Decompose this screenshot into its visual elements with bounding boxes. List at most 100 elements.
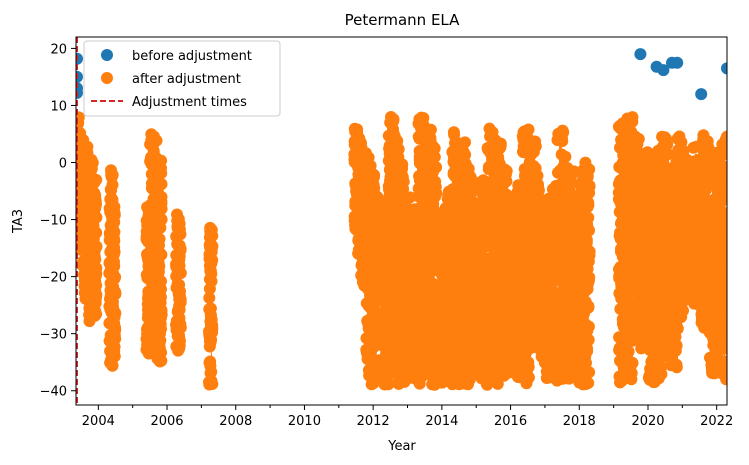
after-adjustment-point xyxy=(154,221,167,234)
after-adjustment-point xyxy=(397,175,410,188)
after-adjustment-point xyxy=(474,245,487,258)
after-adjustment-point xyxy=(203,303,216,315)
after-adjustment-point xyxy=(105,184,118,197)
after-adjustment-point xyxy=(580,356,592,369)
after-adjustment-point xyxy=(384,116,397,129)
after-adjustment-point xyxy=(674,140,687,153)
after-adjustment-point xyxy=(531,169,544,182)
after-adjustment-point xyxy=(203,378,216,391)
after-adjustment-point xyxy=(173,253,186,266)
after-adjustment-point xyxy=(204,250,216,263)
after-adjustment-band xyxy=(578,156,596,390)
after-adjustment-point xyxy=(154,327,166,340)
after-adjustment-point xyxy=(621,112,634,125)
after-adjustment-point xyxy=(631,138,644,151)
after-adjustment-point xyxy=(428,151,441,163)
after-adjustment-point xyxy=(633,148,646,161)
after-adjustment-point xyxy=(107,256,120,269)
after-adjustment-point xyxy=(85,162,98,175)
after-adjustment-point xyxy=(620,366,633,378)
after-adjustment-point xyxy=(391,134,404,147)
after-adjustment-point xyxy=(203,340,216,353)
after-adjustment-point xyxy=(203,273,216,286)
after-adjustment-point xyxy=(670,358,683,371)
after-adjustment-point xyxy=(174,318,187,330)
after-adjustment-point xyxy=(494,137,507,150)
after-adjustment-point xyxy=(107,231,120,243)
after-adjustment-band xyxy=(87,173,103,322)
after-adjustment-point xyxy=(659,146,671,159)
after-adjustment-point xyxy=(153,239,165,252)
after-adjustment-point xyxy=(203,291,216,304)
after-adjustment-point xyxy=(153,283,166,296)
after-adjustment-point xyxy=(151,256,164,269)
after-adjustment-point xyxy=(660,132,673,145)
after-adjustment-point xyxy=(582,224,595,237)
after-adjustment-point xyxy=(481,378,494,391)
after-adjustment-point xyxy=(613,263,625,276)
after-adjustment-point xyxy=(108,207,121,219)
after-adjustment-point xyxy=(425,169,438,182)
after-adjustment-point xyxy=(89,243,102,255)
after-adjustment-point xyxy=(556,135,569,148)
after-adjustment-point xyxy=(108,306,121,319)
after-adjustment-point xyxy=(206,229,219,242)
after-adjustment-point xyxy=(108,318,121,331)
after-adjustment-band xyxy=(170,208,187,357)
after-adjustment-point xyxy=(150,134,163,147)
after-adjustment-point xyxy=(461,171,474,184)
after-adjustment-point xyxy=(582,320,595,333)
after-adjustment-point xyxy=(582,211,595,224)
after-adjustment-point xyxy=(204,264,217,277)
after-adjustment-point xyxy=(89,307,102,320)
after-adjustment-point xyxy=(173,303,186,316)
after-adjustment-point xyxy=(520,377,533,390)
after-adjustment-band xyxy=(203,221,219,391)
after-adjustment-point xyxy=(524,140,536,153)
after-adjustment-point xyxy=(582,255,595,268)
chart-title: Petermann ELA xyxy=(345,11,461,29)
after-adjustment-point xyxy=(583,179,596,192)
after-adjustment-point xyxy=(109,271,122,284)
after-adjustment-point xyxy=(88,224,101,237)
after-adjustment-point xyxy=(88,275,101,288)
after-adjustment-point xyxy=(672,308,685,320)
after-adjustment-point xyxy=(151,313,164,326)
after-adjustment-point xyxy=(446,296,459,309)
after-adjustment-point xyxy=(173,285,186,298)
after-adjustment-point xyxy=(559,150,572,163)
after-adjustment-band xyxy=(150,154,168,368)
after-adjustment-point xyxy=(78,142,91,155)
after-adjustment-point xyxy=(108,343,120,356)
after-adjustment-point xyxy=(367,171,380,184)
after-adjustment-point xyxy=(522,356,535,369)
after-adjustment-point xyxy=(155,154,168,167)
data-layer xyxy=(76,37,727,405)
after-adjustment-point xyxy=(580,239,593,252)
after-adjustment-point xyxy=(372,221,385,234)
after-adjustment-point xyxy=(378,378,391,391)
after-adjustment-point xyxy=(90,211,103,224)
after-adjustment-point xyxy=(88,294,101,307)
after-adjustment-point xyxy=(459,148,472,161)
after-adjustment-point xyxy=(582,163,595,176)
after-adjustment-point xyxy=(579,285,592,298)
after-adjustment-point xyxy=(174,267,187,280)
after-adjustment-point xyxy=(459,136,471,149)
after-adjustment-point xyxy=(109,288,122,300)
after-adjustment-point xyxy=(583,271,596,284)
after-adjustment-point xyxy=(150,206,163,219)
after-adjustment-point xyxy=(669,338,682,350)
after-adjustment-point xyxy=(671,322,684,335)
after-adjustment-point xyxy=(203,282,216,295)
after-adjustment-point xyxy=(88,254,101,267)
after-adjustment-point xyxy=(429,181,442,193)
after-adjustment-point xyxy=(655,368,668,381)
after-adjustment-point xyxy=(204,315,217,328)
after-adjustment-point xyxy=(173,242,186,255)
after-adjustment-point xyxy=(536,337,549,350)
after-adjustment-point xyxy=(206,326,219,339)
after-adjustment-band xyxy=(106,200,122,363)
after-adjustment-point xyxy=(621,349,634,362)
